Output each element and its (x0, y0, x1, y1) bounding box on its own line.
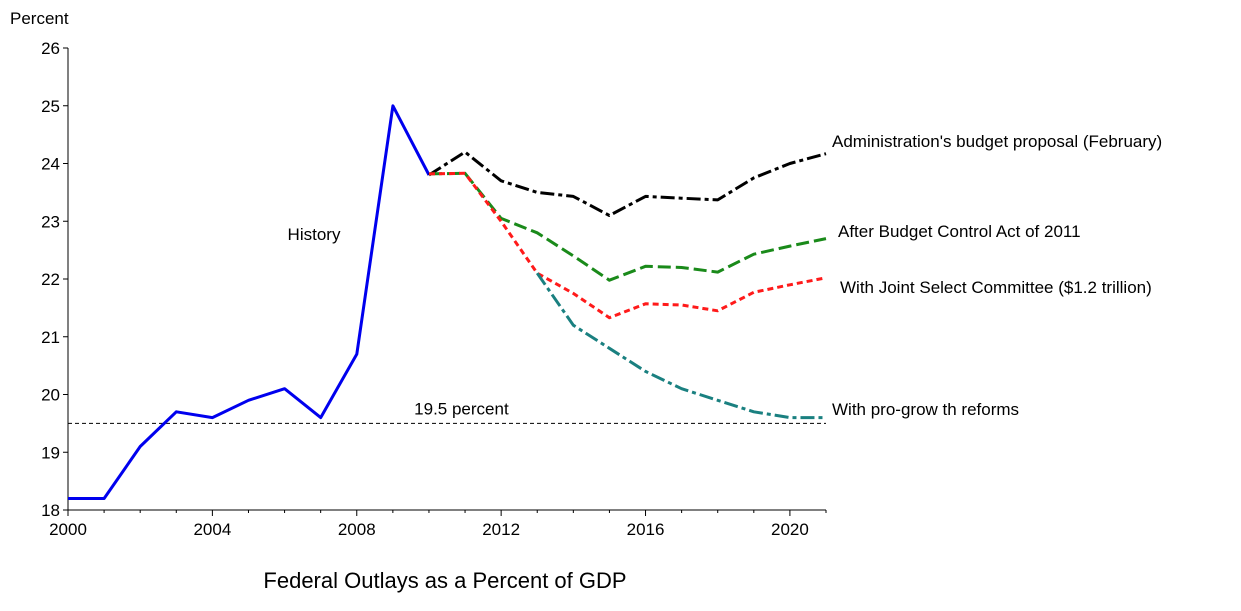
chart-caption: Federal Outlays as a Percent of GDP (263, 568, 627, 593)
y-tick-label: 26 (41, 39, 60, 58)
line-chart: 18 19 20 21 22 23 24 25 26 2000 2004 2008 2012 2016 20… (10, 9, 1162, 539)
x-tick-label: 2016 (627, 520, 665, 539)
joint-select-committee-line (428, 171, 827, 320)
pro-growth-reforms-line (535, 272, 826, 420)
y-tick-label: 19 (41, 443, 60, 462)
y-tick-label: 18 (41, 501, 60, 520)
budget-control-act-annotation: After Budget Control Act of 2011 (838, 222, 1081, 241)
y-tick-label: 22 (41, 270, 60, 289)
y-tick-label: 21 (41, 328, 60, 347)
x-tick-label: 2004 (193, 520, 231, 539)
plot-area: 18 19 20 21 22 23 24 25 26 2000 2004 2008 2012 2016 20… (10, 9, 1162, 539)
pro-growth-reforms-annotation: With pro-grow th reforms (832, 400, 1019, 419)
budget-proposal-annotation: Administration's budget proposal (Februa… (832, 132, 1162, 151)
x-tick-label: 2000 (49, 520, 87, 539)
y-tick-label: 23 (41, 212, 60, 231)
history-line (68, 104, 431, 500)
budget-proposal-line (428, 150, 827, 217)
y-tick-label: 20 (41, 386, 60, 405)
y-tick-label: 24 (41, 155, 60, 174)
x-tick-label: 2020 (771, 520, 809, 539)
y-axis-title: Percent (10, 9, 69, 28)
joint-select-committee-annotation: With Joint Select Committee ($1.2 trilli… (840, 278, 1152, 297)
x-tick-label: 2008 (338, 520, 376, 539)
reference-line-label: 19.5 percent (414, 399, 509, 418)
y-tick-label: 25 (41, 97, 60, 116)
history-annotation: History (288, 225, 341, 244)
x-tick-label: 2012 (482, 520, 520, 539)
budget-control-act-line (428, 171, 827, 282)
